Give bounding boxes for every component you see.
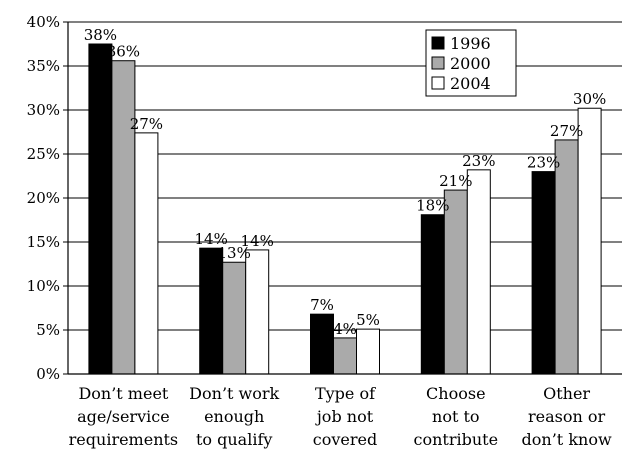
category-label: Type of — [315, 384, 376, 403]
bar-1996-4 — [531, 171, 556, 375]
y-tick-label: 40% — [27, 13, 60, 31]
category-label: covered — [313, 430, 377, 449]
bar-2004-0 — [134, 132, 159, 375]
bar-2000-3 — [443, 189, 468, 375]
data-label: 7% — [310, 296, 334, 314]
y-tick-label: 0% — [36, 365, 60, 383]
bar-2004-4 — [577, 107, 602, 375]
bar-2000-1 — [222, 261, 247, 375]
category-label: not to — [432, 407, 480, 426]
bar-2000-4 — [554, 139, 579, 375]
y-tick-label: 30% — [27, 101, 60, 119]
category-label: enough — [204, 407, 264, 426]
bar-1996-2 — [310, 313, 334, 375]
legend-label: 2004 — [450, 74, 491, 93]
bar-2000-0 — [111, 60, 136, 375]
legend-swatch-2004 — [431, 76, 445, 90]
category-label: contribute — [414, 430, 499, 449]
bar-1996-0 — [88, 43, 113, 375]
category-label: age/service — [77, 407, 170, 426]
category-label: Other — [543, 384, 590, 403]
y-tick-label: 15% — [27, 233, 60, 251]
category-label: Choose — [426, 384, 486, 403]
bar-1996-1 — [199, 247, 224, 375]
bar-1996-3 — [420, 214, 445, 375]
data-label: 27% — [130, 115, 163, 133]
data-label: 18% — [416, 197, 449, 215]
bar-2000-2 — [333, 337, 357, 375]
category-label: Don’t work — [189, 384, 279, 403]
data-label: 36% — [107, 43, 140, 61]
category-label: reason or — [528, 407, 606, 426]
category-label: to qualify — [196, 430, 272, 449]
bar-2004-2 — [356, 328, 380, 375]
y-tick-label: 25% — [27, 145, 60, 163]
axes — [67, 22, 622, 375]
data-label: 30% — [573, 90, 606, 108]
data-label: 14% — [241, 232, 274, 250]
y-tick-label: 5% — [36, 321, 60, 339]
legend-label: 2000 — [450, 54, 491, 73]
data-label: 4% — [333, 320, 357, 338]
y-tick-label: 35% — [27, 57, 60, 75]
data-label: 5% — [356, 311, 380, 329]
legend-swatch-1996 — [431, 36, 445, 50]
y-axis-ticks: 0% 5% 10% 15% 20% 25% 30% 35% 40% — [27, 13, 68, 383]
bar-2004-1 — [245, 249, 270, 375]
category-label: requirements — [69, 430, 178, 449]
y-tick-label: 20% — [27, 189, 60, 207]
category-label: job not — [315, 407, 374, 426]
data-label: 38% — [84, 26, 117, 44]
legend-swatch-2000 — [431, 56, 445, 70]
data-label: 21% — [439, 172, 472, 190]
bar-2004-3 — [466, 169, 491, 375]
data-label: 27% — [550, 122, 583, 140]
data-label: 23% — [527, 154, 560, 172]
data-label: 23% — [462, 152, 495, 170]
data-label: 13% — [218, 244, 251, 262]
gridlines — [68, 21, 622, 331]
x-axis-categories: Don’t meet age/service requirements Don’t w… — [69, 384, 612, 449]
category-label: don’t know — [522, 430, 612, 449]
data-label: 14% — [195, 230, 228, 248]
y-tick-label: 10% — [27, 277, 60, 295]
data-labels: 38%36% 27% 14%13%14% 7% 4% 5% 18% 21% 23% 23% 27% 3… — [84, 26, 607, 338]
category-label: Don’t meet — [78, 384, 168, 403]
legend-label: 1996 — [450, 34, 491, 53]
